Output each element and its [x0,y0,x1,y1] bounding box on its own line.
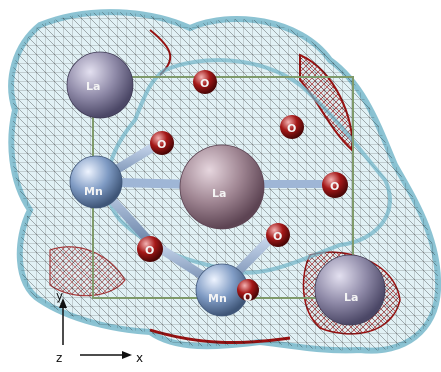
atom-mn-bottom: Mn [195,263,249,317]
atom-o-upper-right: O [280,115,304,139]
atom-label: La [212,187,226,200]
atom-o-bottom: O [237,279,259,304]
y-axis-label: y [56,289,63,303]
atom-label: La [344,291,358,304]
atom-label: La [86,80,100,93]
atom-o-lower-left: O [137,236,163,262]
x-arrow-head [122,351,132,359]
atom-label: Mn [208,292,227,305]
atom-la-center: La [179,144,265,230]
atom-o-lower-center: O [266,223,290,247]
atom-o-right: O [322,172,348,198]
isosurface-inner-ring [105,58,392,275]
atom-mn-left: Mn [69,155,123,209]
atom-la-bottom-right: La [314,254,386,326]
atom-label: O [273,230,282,243]
axis-indicator: y z x [56,289,143,365]
atom-label: O [330,180,339,193]
atom-label: O [145,244,154,257]
atom-label: O [243,291,252,304]
z-axis-label: z [56,351,62,365]
x-axis-label: x [136,351,143,365]
atom-la-top-left: La [66,51,134,119]
atom-label: O [157,138,166,151]
atom-label: Mn [84,185,103,198]
atom-o-top: O [193,70,217,94]
atom-label: O [200,77,209,90]
atom-o-upper-left: O [150,131,174,155]
atom-label: O [287,122,296,135]
y-arrow-head [59,298,67,308]
